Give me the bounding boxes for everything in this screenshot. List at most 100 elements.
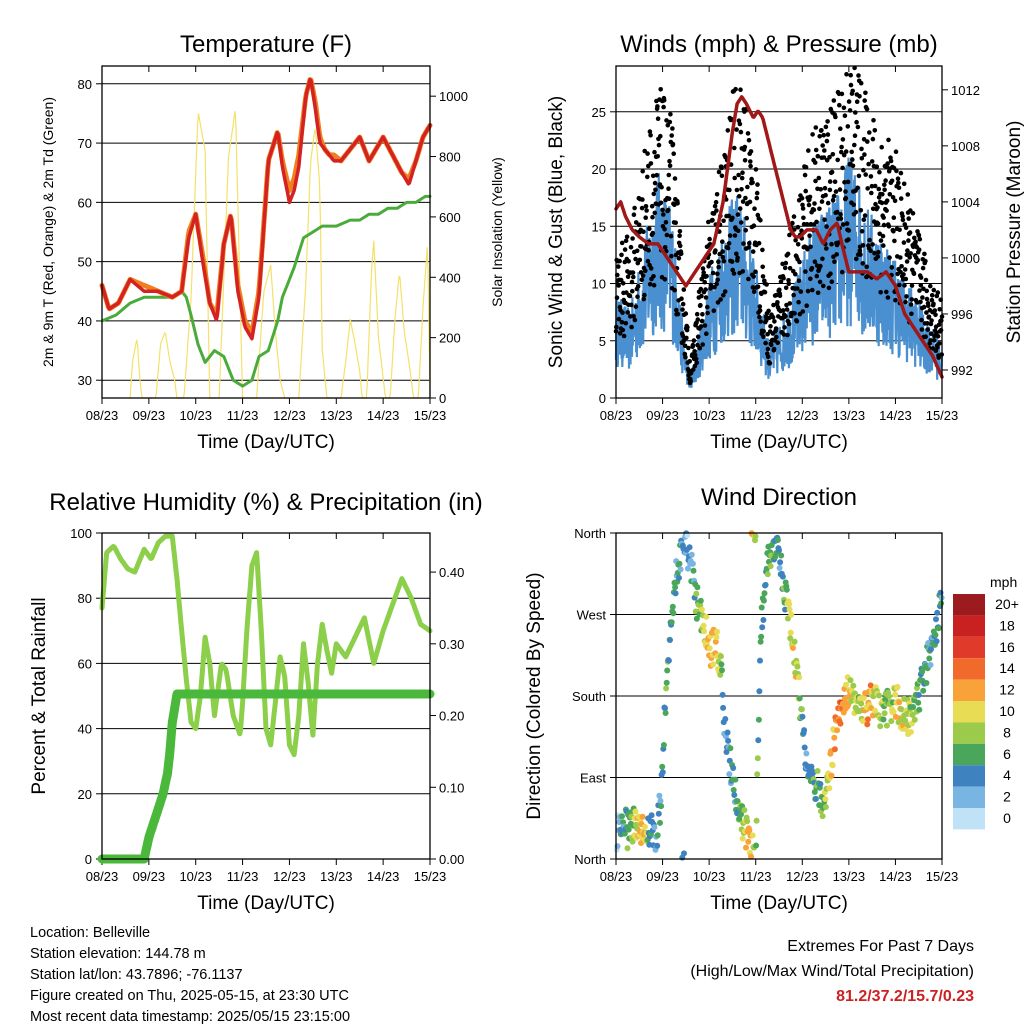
gust-point [872,183,878,189]
direction-point [858,700,865,707]
gust-point [742,144,748,150]
gust-point [629,302,634,308]
gust-point [700,342,705,347]
direction-point [754,771,761,778]
rh-xtick-label: 11/23 [227,869,259,884]
direction-point [819,813,826,820]
gust-point [691,338,697,343]
gust-point [842,113,848,118]
direction-point [880,716,887,723]
winds-ylabel: Sonic Wind & Gust (Blue, Black) [546,96,567,368]
gust-point [899,264,904,269]
speed-legend-swatch [953,743,985,766]
gust-point [796,299,801,305]
gust-point [813,125,819,130]
gust-point [814,273,820,279]
gust-point [846,99,852,104]
gust-point [800,206,806,211]
direction-point [786,601,793,608]
gust-point [619,240,625,246]
gust-point [839,149,844,155]
gust-point [855,185,860,191]
direction-point [657,797,664,804]
dir-ytick-label: South [572,689,606,704]
temp-xlabel: Time (Day/UTC) [197,432,335,453]
gust-point [850,157,855,162]
gust-point [848,82,854,88]
gust-point [875,221,881,226]
gust-point [777,293,783,299]
gust-point [786,321,792,327]
gust-point [651,274,656,279]
gust-point [701,270,706,275]
gust-point [885,295,891,300]
gust-point [931,338,937,343]
gust-point [721,218,726,224]
relative-humidity-line [99,533,433,758]
gust-point [854,256,859,262]
gust-point [644,208,649,213]
temp-ytick-label: 60 [78,195,92,210]
gust-point [708,286,713,291]
gust-point [872,128,878,133]
gust-point [634,248,640,254]
gust-point [845,124,851,129]
temp-plot-border [101,65,431,399]
gust-point [695,334,701,340]
direction-point [850,682,857,689]
gust-point [796,278,802,284]
gust-point [681,287,687,292]
gust-point [904,252,910,257]
direction-point [828,772,835,779]
gust-point [757,314,762,320]
gust-point [771,346,777,352]
speed-legend-label: 18 [999,617,1015,633]
direction-point [883,722,890,729]
gust-point [669,253,674,259]
gust-point [765,354,771,360]
gust-point [715,271,720,277]
gust-point [884,198,890,203]
gust-point [876,249,881,255]
temp-xtick-label: 13/23 [320,408,353,423]
direction-point [710,661,717,668]
gust-point [757,304,763,309]
gust-point [861,137,867,142]
rh-xtick-label: 14/23 [367,869,400,884]
gust-point [748,159,753,164]
direction-point [625,826,632,833]
precipitation-line [97,689,435,864]
direction-point [843,681,850,688]
gust-point [647,226,652,232]
gust-point [926,303,931,309]
gust-point [700,312,705,317]
gust-point [619,252,624,258]
direction-point [756,688,763,695]
gust-point [898,255,903,260]
gust-point [822,148,827,153]
gust-point [655,104,660,109]
direction-point [791,638,798,645]
gust-point [818,187,823,192]
gust-point [851,202,856,207]
gust-point [650,173,656,179]
speed-legend-swatch [953,808,985,830]
gust-point [654,172,659,178]
direction-point [657,819,663,826]
direction-point [662,710,669,716]
gust-point [843,195,849,201]
direction-point [694,584,701,591]
gust-point [651,191,657,197]
direction-point [935,625,942,632]
gust-point [825,132,831,137]
gust-point [730,267,735,273]
direction-point [629,838,636,845]
direction-point [639,813,646,820]
gust-point [832,259,837,265]
direction-point [923,680,930,686]
dir-ytick-label: North [574,526,606,541]
gust-point [785,332,790,338]
gust-point [821,155,827,160]
gust-point [824,224,829,229]
gust-point [863,90,868,96]
